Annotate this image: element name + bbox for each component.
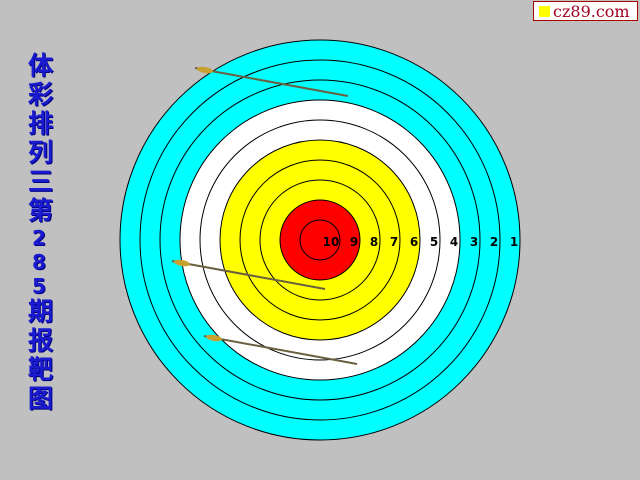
ring-label: 6	[410, 235, 418, 249]
title-suffix: 期报靶图	[24, 298, 54, 414]
arrow-shaft	[194, 67, 349, 97]
arrow-shaft	[203, 335, 358, 365]
arrow-fletching	[206, 334, 222, 342]
title-prefix: 体彩排列三第	[24, 52, 54, 226]
page-title: 体彩排列三第 285 期报靶图	[22, 52, 56, 414]
logo-text: cz89.com	[553, 1, 630, 21]
ring-label: 7	[390, 235, 398, 249]
ring-label: 10	[323, 235, 340, 249]
title-issue: 285	[27, 226, 51, 298]
logo-square-icon	[539, 5, 550, 17]
ring-label: 9	[350, 235, 358, 249]
ring-label: 8	[370, 235, 378, 249]
ring-label: 3	[470, 235, 478, 249]
arrow-fletching	[174, 259, 190, 267]
ring-label: 4	[450, 235, 458, 249]
ring-label: 5	[430, 235, 438, 249]
ring-label: 2	[490, 235, 498, 249]
arrow-fletching	[197, 66, 213, 74]
arrow-shaft	[171, 260, 326, 290]
site-logo[interactable]: cz89.com	[533, 1, 638, 21]
ring-10	[299, 219, 341, 261]
ring-label: 1	[510, 235, 518, 249]
